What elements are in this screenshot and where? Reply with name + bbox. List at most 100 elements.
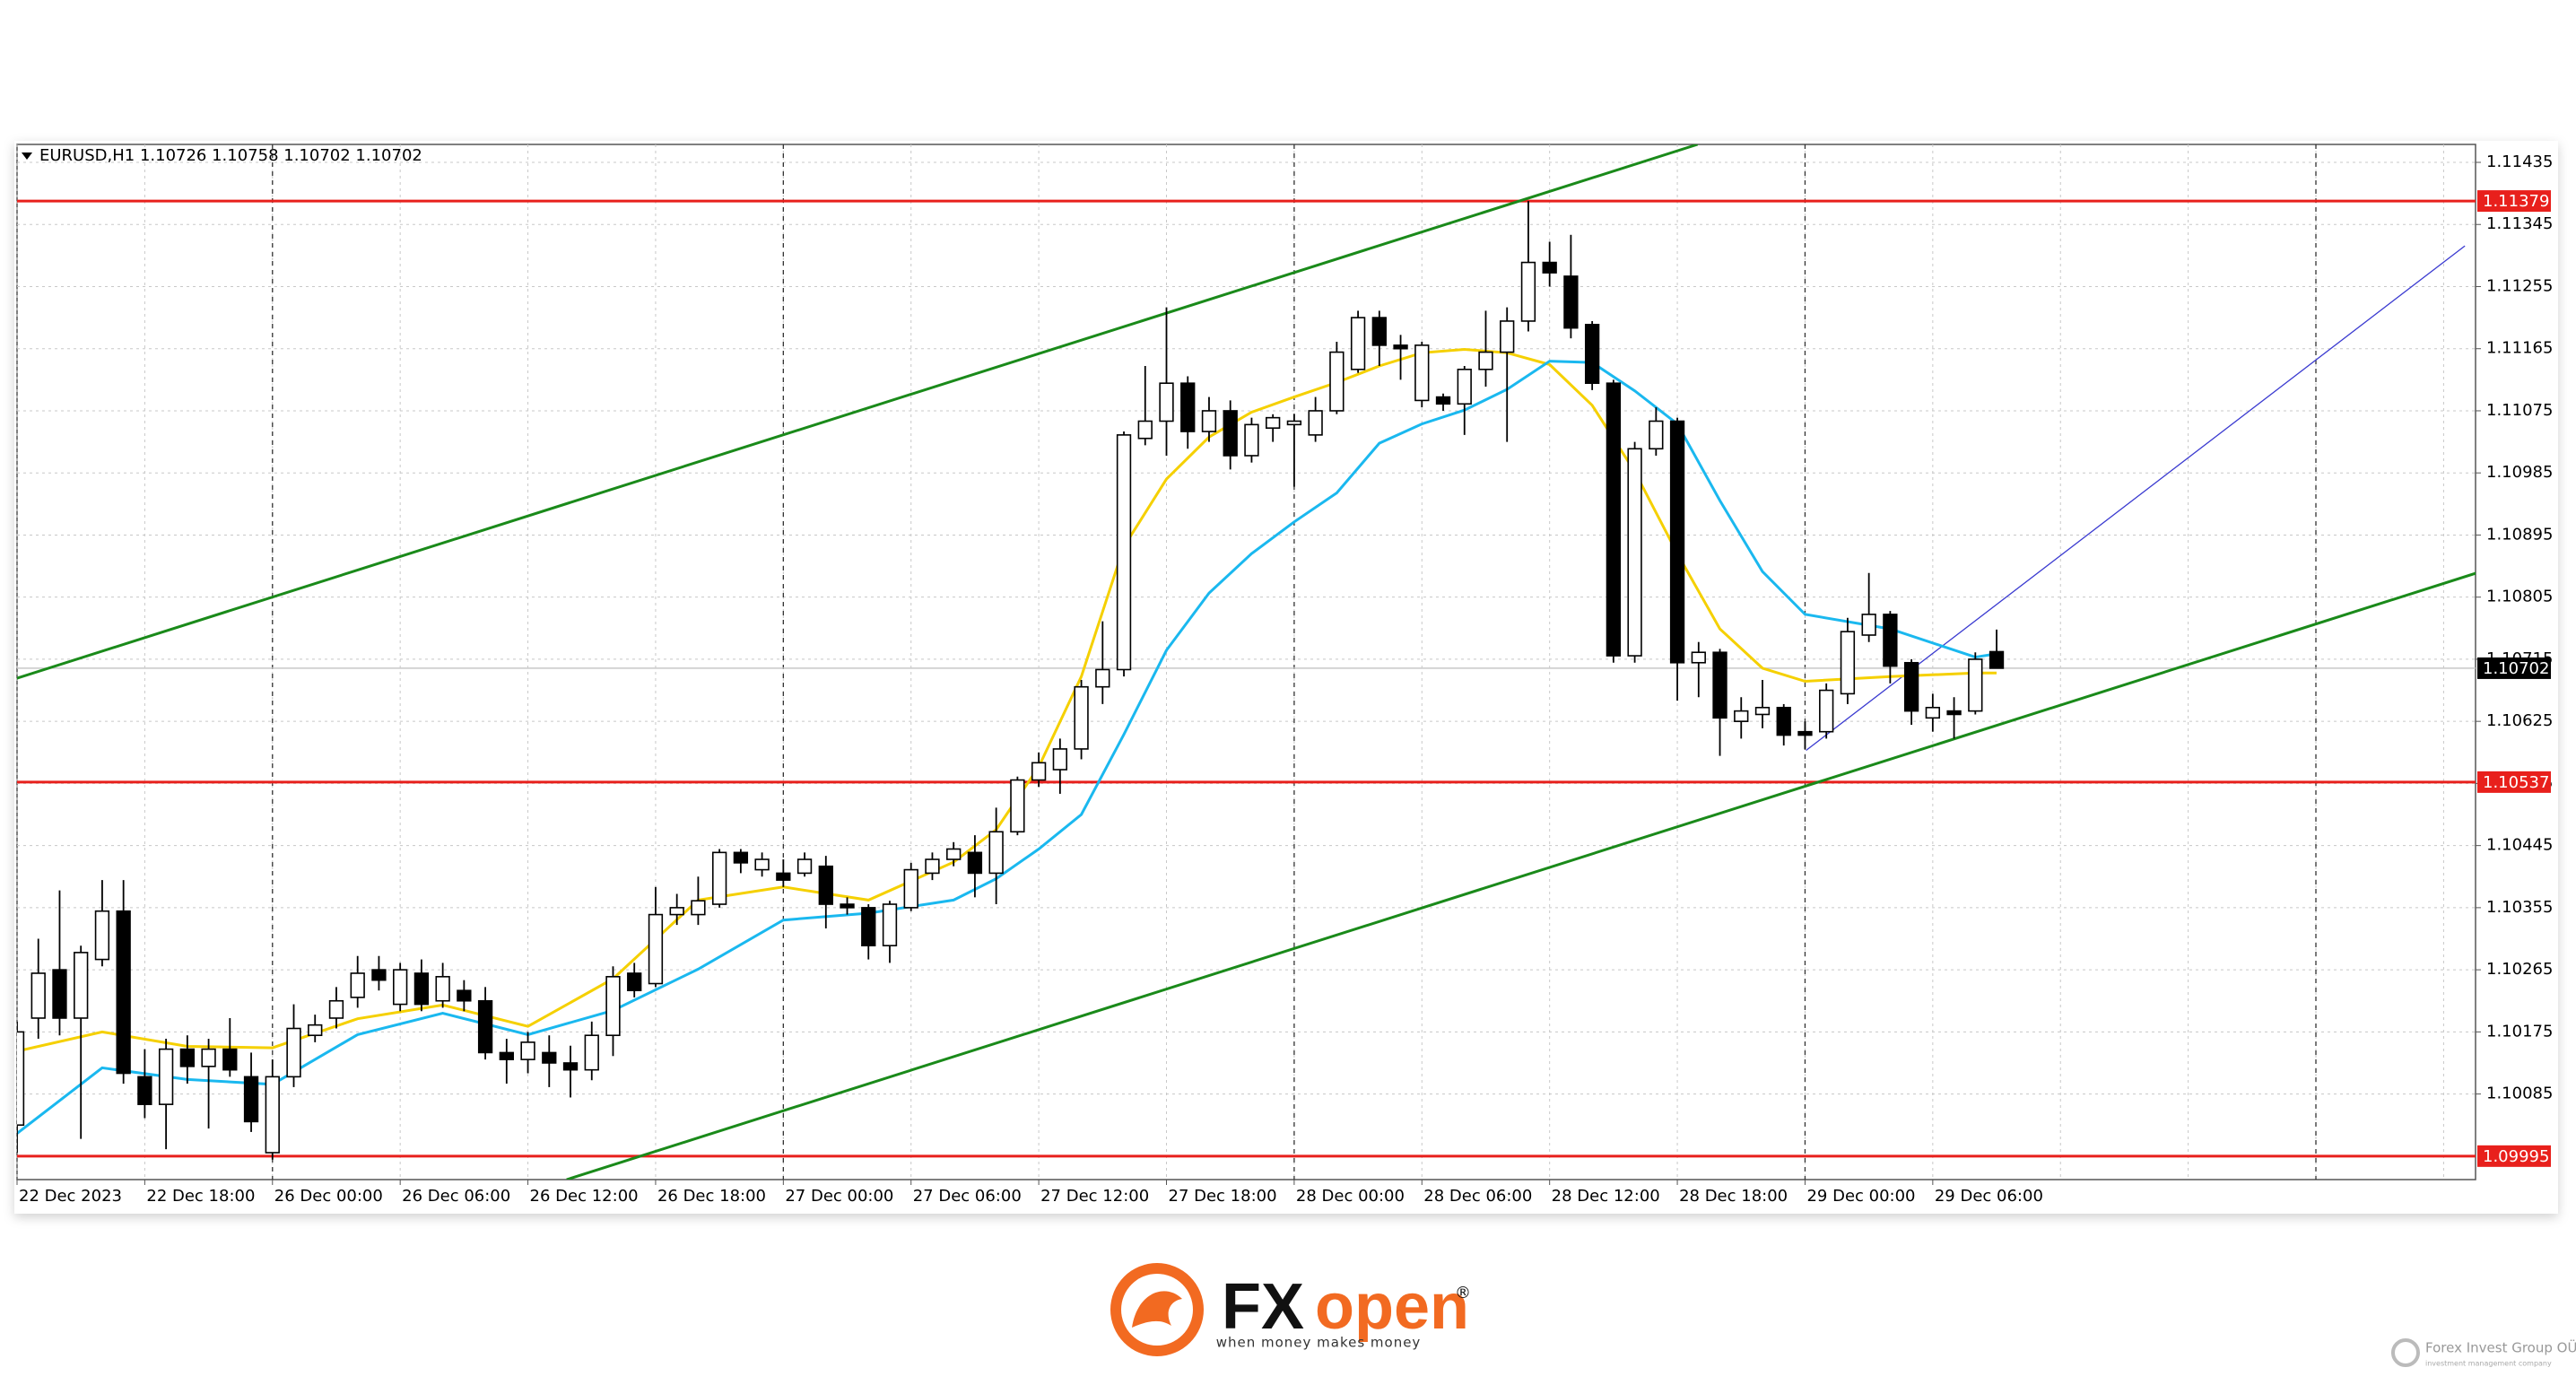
candle-body bbox=[1052, 748, 1068, 771]
candle-body bbox=[1712, 651, 1727, 719]
trend-line bbox=[566, 571, 2476, 1180]
price-tag bbox=[2477, 657, 2551, 679]
candle-body bbox=[179, 1048, 196, 1067]
candle-body bbox=[94, 910, 110, 961]
price-tag-label: 1.10537 bbox=[2483, 773, 2549, 792]
logo-fx: FX bbox=[1222, 1271, 1304, 1343]
candle-body bbox=[1329, 351, 1345, 412]
candle-body bbox=[1244, 423, 1259, 457]
candle-body bbox=[1925, 706, 1941, 719]
y-tick-label: 1.11075 bbox=[2486, 401, 2553, 420]
candle-body bbox=[1457, 369, 1472, 405]
y-tick-label: 1.10085 bbox=[2486, 1084, 2553, 1103]
candle-body bbox=[328, 999, 344, 1019]
candle-body bbox=[1414, 344, 1430, 402]
candle-body bbox=[691, 900, 706, 916]
candle-body bbox=[1754, 706, 1771, 716]
x-tick-label: 26 Dec 06:00 bbox=[402, 1187, 510, 1206]
candle-body bbox=[1010, 779, 1025, 833]
candle-body bbox=[30, 972, 46, 1019]
candle-body bbox=[711, 851, 727, 905]
candle-body bbox=[1883, 614, 1898, 667]
watermark: Forex Invest Group OÜ bbox=[2425, 1339, 2576, 1356]
candle-body bbox=[776, 872, 791, 881]
x-tick-label: 28 Dec 06:00 bbox=[1423, 1187, 1532, 1206]
candle-body bbox=[840, 903, 855, 909]
candle-body bbox=[1180, 382, 1196, 432]
plot bbox=[17, 144, 2476, 1180]
candle-body bbox=[605, 976, 621, 1037]
candle-body bbox=[1201, 410, 1217, 432]
candle-body bbox=[1350, 317, 1366, 370]
ma-line bbox=[17, 360, 1997, 1135]
x-tick-label: 22 Dec 2023 bbox=[19, 1187, 122, 1206]
candle-body bbox=[1649, 420, 1664, 450]
candle-body bbox=[52, 969, 67, 1019]
x-tick-label: 28 Dec 00:00 bbox=[1296, 1187, 1405, 1206]
y-tick-label: 1.11165 bbox=[2486, 339, 2553, 358]
logo-registered: ® bbox=[1455, 1284, 1471, 1302]
candle-body bbox=[1371, 317, 1387, 346]
x-tick-label: 26 Dec 00:00 bbox=[274, 1187, 383, 1206]
candle-body bbox=[1095, 668, 1110, 688]
x-tick-label: 26 Dec 12:00 bbox=[530, 1187, 639, 1206]
x-tick-label: 29 Dec 06:00 bbox=[1935, 1187, 2043, 1206]
candle-body bbox=[754, 858, 770, 871]
x-tick-label: 27 Dec 00:00 bbox=[785, 1187, 893, 1206]
brand: FX open ® when money makes money Forex I… bbox=[1110, 1263, 2576, 1368]
candle-body bbox=[861, 907, 876, 946]
grid bbox=[16, 144, 2476, 1180]
candle-body bbox=[1563, 275, 1579, 329]
candle-body bbox=[499, 1051, 514, 1060]
candle-body bbox=[265, 1076, 280, 1154]
candle-body bbox=[1435, 396, 1451, 405]
candle-body bbox=[520, 1041, 535, 1060]
candle-body bbox=[903, 868, 918, 909]
candle-body bbox=[1606, 382, 1622, 657]
logo-slogan: when money makes money bbox=[1216, 1335, 1422, 1351]
candle-body bbox=[925, 858, 940, 875]
candle-body bbox=[477, 999, 493, 1054]
candle-body bbox=[1840, 631, 1856, 695]
price-tag-label: 1.09995 bbox=[2483, 1147, 2549, 1166]
candle-body bbox=[1968, 658, 1983, 712]
candle-body bbox=[1776, 706, 1791, 736]
x-tick-label: 27 Dec 18:00 bbox=[1169, 1187, 1277, 1206]
candle-body bbox=[562, 1062, 579, 1071]
candle-body bbox=[17, 1031, 25, 1127]
candle-body bbox=[1159, 382, 1174, 422]
menu-arrow[interactable] bbox=[22, 152, 32, 160]
candle-body bbox=[967, 851, 983, 875]
candle-body bbox=[1308, 410, 1323, 436]
candle-body bbox=[1286, 420, 1302, 426]
x-tick-label: 22 Dec 18:00 bbox=[146, 1187, 255, 1206]
candle-body bbox=[1478, 351, 1493, 370]
x-tick-label: 27 Dec 12:00 bbox=[1040, 1187, 1149, 1206]
candle-body bbox=[1797, 730, 1813, 736]
candle-body bbox=[1734, 710, 1749, 722]
candle-body bbox=[1691, 651, 1706, 664]
candle-body bbox=[371, 969, 387, 981]
candle-body bbox=[1669, 420, 1685, 664]
x-tick-label: 27 Dec 06:00 bbox=[913, 1187, 1022, 1206]
price-tag bbox=[2477, 1145, 2551, 1167]
y-tick-label: 1.10985 bbox=[2486, 463, 2553, 482]
candle-body bbox=[796, 858, 813, 875]
candle-body bbox=[393, 969, 408, 1006]
x-tick-label: 28 Dec 12:00 bbox=[1552, 1187, 1660, 1206]
candle-body bbox=[818, 865, 833, 905]
price-tag bbox=[2477, 190, 2551, 213]
candle-body bbox=[74, 952, 89, 1019]
candle-body bbox=[1819, 689, 1834, 733]
candle-body bbox=[1223, 410, 1238, 457]
logo-bull bbox=[1132, 1291, 1182, 1328]
x-tick-label: 26 Dec 18:00 bbox=[657, 1187, 766, 1206]
candle-body bbox=[243, 1076, 259, 1123]
candle-body bbox=[1137, 420, 1153, 440]
candle-body bbox=[308, 1024, 323, 1037]
candle-body bbox=[648, 913, 664, 985]
candle-body bbox=[1584, 323, 1600, 384]
axes: 1.11435 1.11345 1.11255 1.11165 1.11075 1.109… bbox=[16, 152, 2553, 1206]
candle-body bbox=[1500, 320, 1515, 353]
